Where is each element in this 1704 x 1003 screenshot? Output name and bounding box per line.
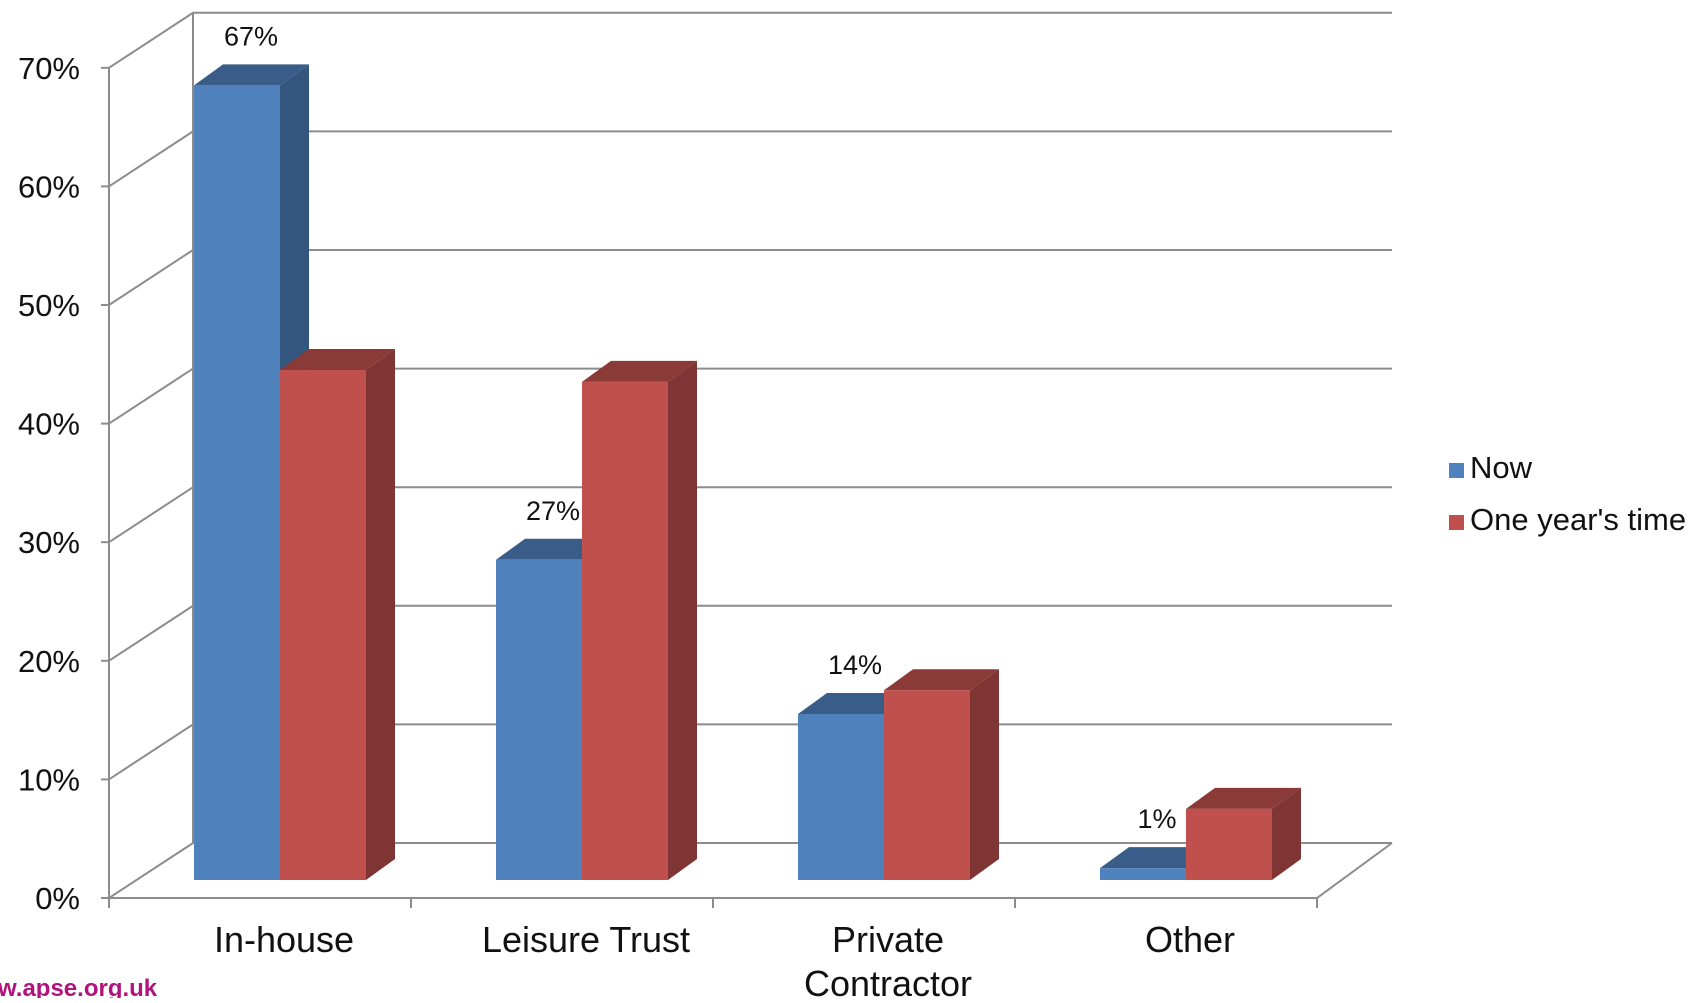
axes: 0% 10% 20% 30% 40% 50% 60% 70% [18,51,1318,916]
bar-side [366,349,395,880]
y-tick-label: 0% [35,881,80,916]
bar-one-year-s-time-private-contractor [884,669,999,880]
category-label-line: In-house [214,919,354,960]
bar-front [582,381,668,880]
category-label: Private Contractor [804,919,972,998]
bars [194,64,1301,880]
legend-swatch [1449,463,1464,478]
bar-top [582,360,697,382]
category-label-line: Other [1145,919,1235,960]
y-tick-label: 30% [18,525,80,560]
bar-top [194,64,309,86]
y-tick-label: 20% [18,644,80,679]
gridline-7 [108,11,1392,69]
legend-label: Now [1470,450,1533,485]
y-tick-label: 60% [18,169,80,204]
footer-url: w.apse.org.uk [0,975,158,998]
category-label-line: Private [832,919,944,960]
data-label: 1% [1137,804,1176,834]
bar-top [1186,787,1301,809]
bar-side [668,360,697,880]
bar-front [194,85,280,880]
bar-top [884,669,999,691]
bar-top [280,349,395,371]
category-label-line: Leisure Trust [482,919,690,960]
y-tick-label: 50% [18,288,80,323]
category-label: Other [1145,919,1235,960]
bar-front [884,690,970,880]
bar-front [1100,868,1186,880]
legend-swatch [1449,515,1464,530]
category-label: Leisure Trust [482,919,690,960]
bar-one-year-s-time-other [1186,787,1301,880]
bar-front [280,370,366,880]
data-label: 67% [224,21,278,51]
legend-label: One year's time [1470,502,1686,537]
bar-front [1186,808,1272,880]
labels: 67% 27% 14% 1% In-house Leisure Trust Private C… [214,21,1235,1003]
y-tick-label: 10% [18,762,80,797]
y-tick-label: 70% [18,51,80,86]
bar-side [1272,787,1301,880]
bar-side [970,669,999,880]
bar-front [496,559,582,880]
category-label-line: Contractor [804,963,972,998]
y-tick-label: 40% [18,407,80,442]
bar-front [798,713,884,880]
gridlines [108,11,1393,899]
category-label: In-house [214,919,354,960]
data-label: 27% [526,496,580,526]
legend: Now One year's time [1449,450,1686,537]
bar-one-year-s-time-leisure-trust [582,360,697,880]
bar-one-year-s-time-in-house [280,349,395,880]
data-label: 14% [828,650,882,680]
